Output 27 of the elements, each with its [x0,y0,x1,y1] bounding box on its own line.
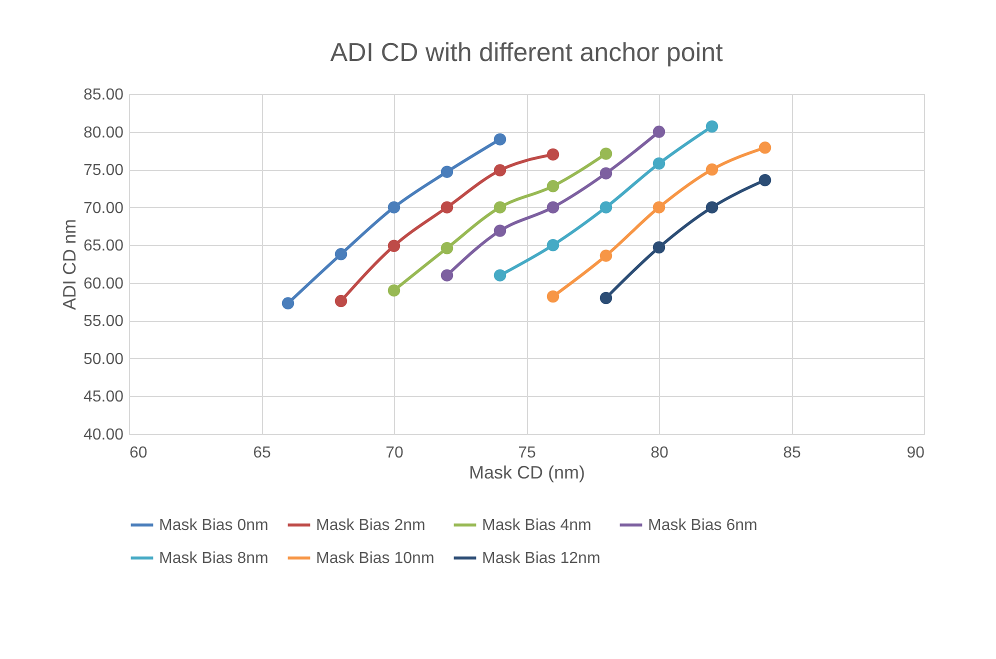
x-tick-label: 75 [518,444,536,462]
y-tick-label: 40.00 [83,426,124,444]
x-tick-label: 85 [783,444,801,462]
y-tick-label: 55.00 [83,313,124,330]
chart-title: ADI CD with different anchor point [330,37,724,67]
y-tick-label: 80.00 [83,124,124,142]
x-tick-label: 60 [130,444,148,462]
y-tick-label: 75.00 [83,162,124,180]
x-tick-label: 90 [906,444,925,462]
legend-label: Mask Bias 4nm [482,517,592,534]
legend-label: Mask Bias 2nm [316,517,426,534]
legend-label: Mask Bias 12nm [482,550,600,567]
y-tick-label: 70.00 [83,200,124,217]
x-tick-label: 70 [386,444,404,462]
x-tick-label: 65 [253,444,271,462]
y-tick-label: 60.00 [83,275,124,292]
legend-label: Mask Bias 0nm [159,517,268,534]
y-tick-label: 65.00 [83,238,124,255]
x-tick-label: 80 [650,444,668,462]
legend-label: Mask Bias 10nm [316,550,434,567]
y-tick-label: 45.00 [83,388,124,406]
y-axis-title: ADI CD nm [59,218,80,310]
x-axis-title: Mask CD (nm) [469,462,585,482]
legend-label: Mask Bias 8nm [159,550,268,567]
y-tick-label: 85.00 [83,86,124,104]
y-tick-label: 50.00 [83,350,124,368]
legend-label: Mask Bias 6nm [648,517,758,534]
